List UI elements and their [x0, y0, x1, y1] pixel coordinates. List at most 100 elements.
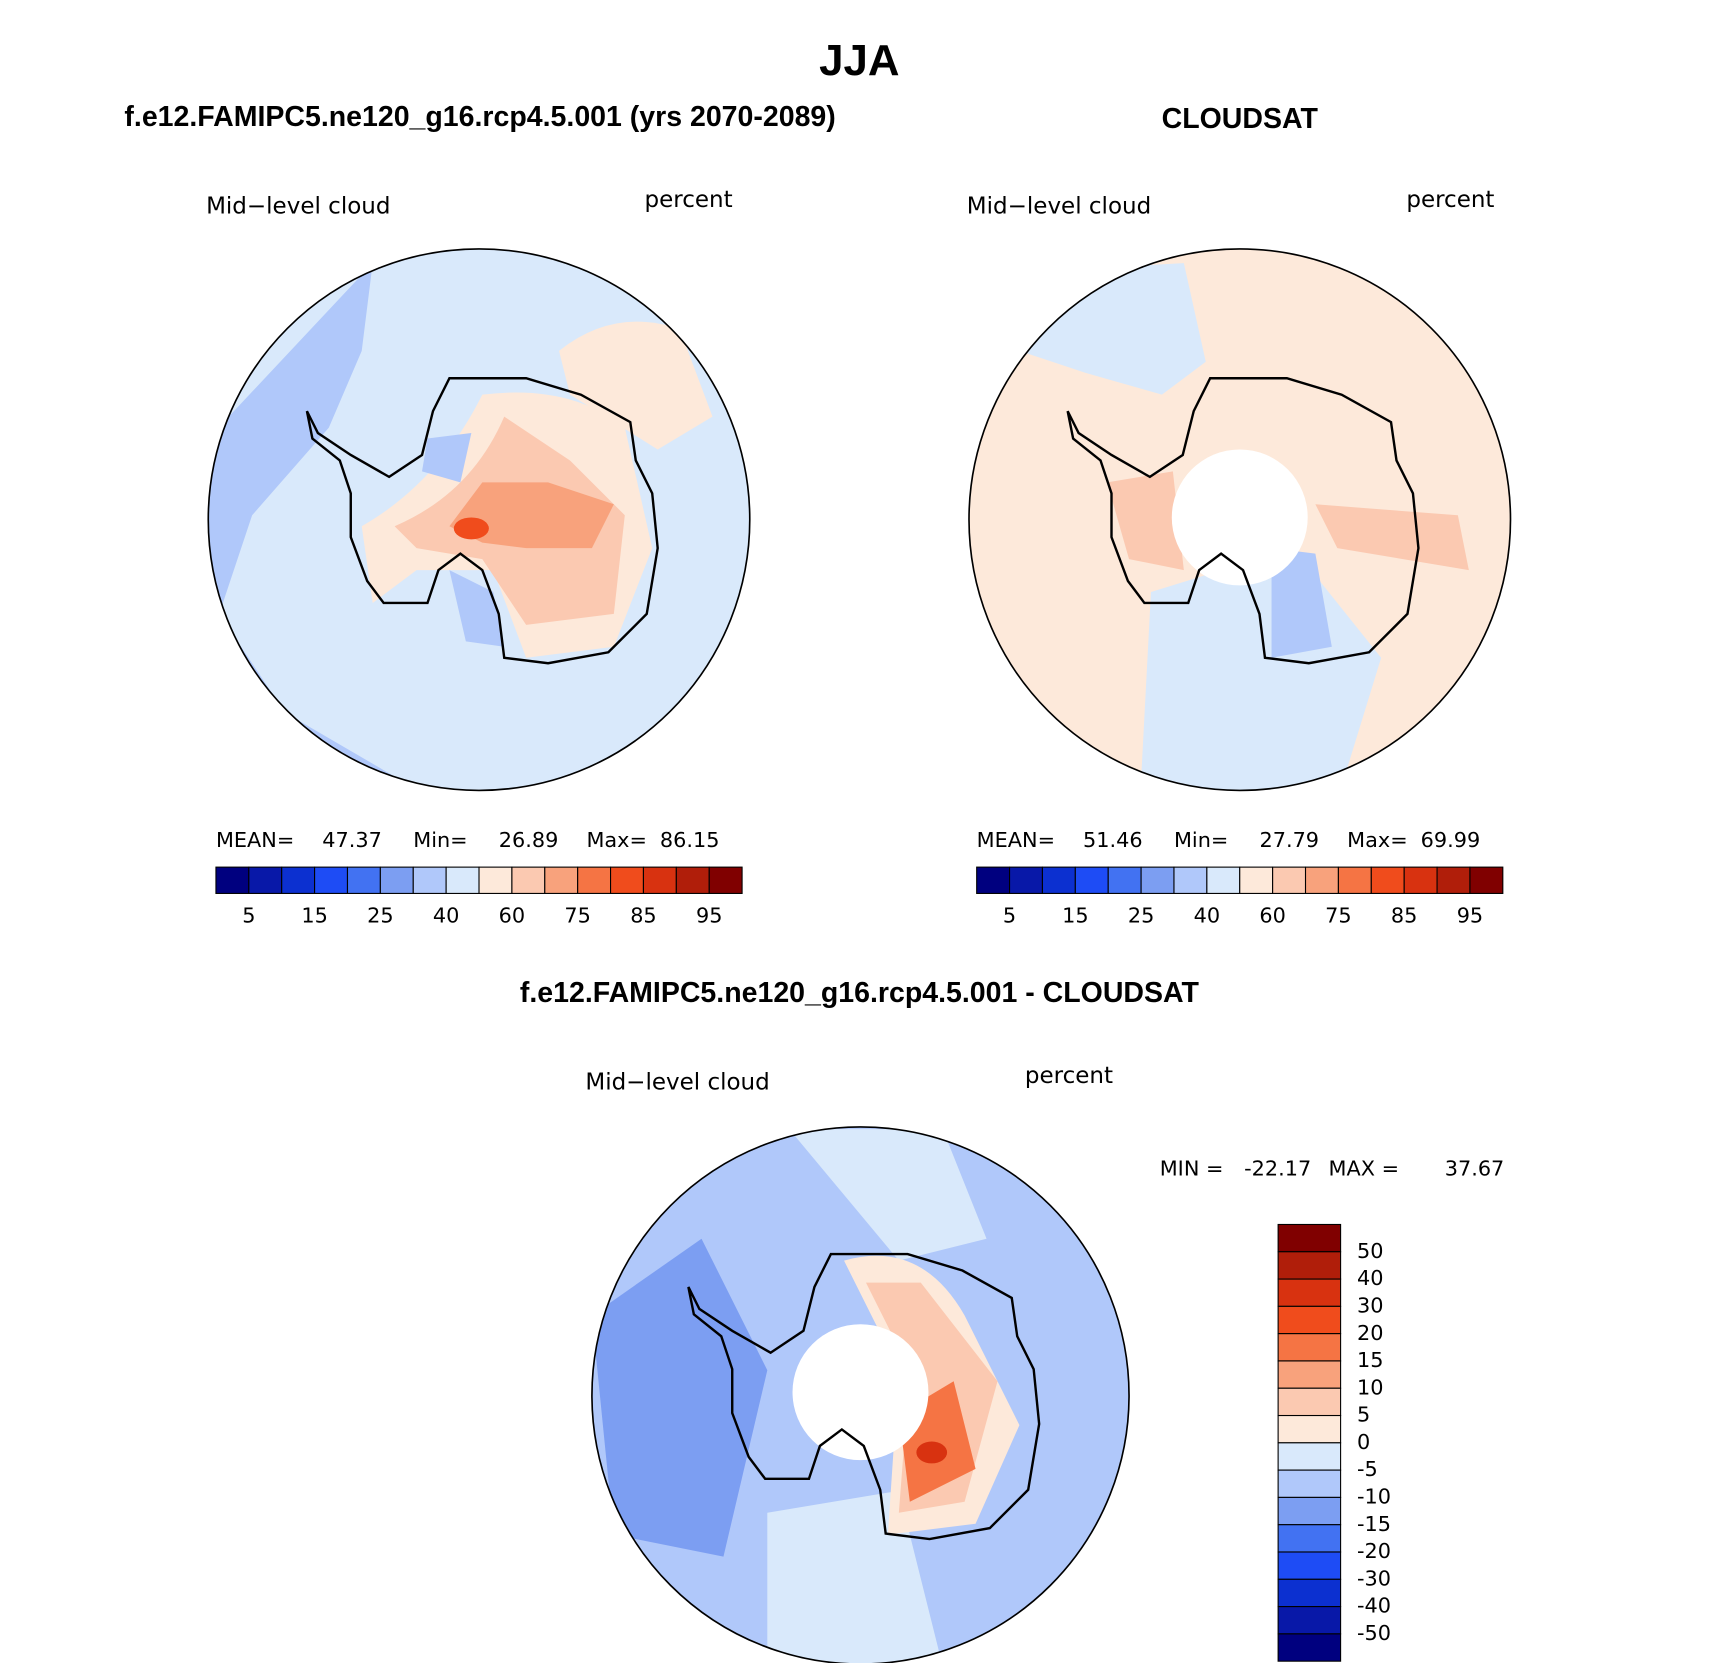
colorbar-label: 15	[1357, 1348, 1383, 1372]
colorbar-label: 40	[1194, 903, 1220, 927]
colorbar-box	[1206, 866, 1241, 894]
stat: 51.46	[1083, 828, 1143, 852]
colorbar-label: 30	[1357, 1293, 1383, 1317]
colorbar-label: 40	[433, 903, 459, 927]
stat: Max=	[1347, 828, 1407, 852]
colorbar-label: 95	[696, 903, 722, 927]
colorbar-box	[1370, 866, 1405, 894]
colorbar-box	[445, 866, 480, 894]
colorbar-box	[1403, 866, 1438, 894]
colorbar-label: -40	[1357, 1594, 1391, 1618]
panel-title: CLOUDSAT	[1162, 103, 1319, 135]
map-1	[208, 248, 750, 791]
map-frame	[968, 248, 1512, 792]
colorbar-box	[976, 866, 1011, 894]
colorbar-box	[1277, 1333, 1342, 1362]
colorbar-box	[1277, 1360, 1342, 1389]
colorbar-label: 5	[242, 903, 255, 927]
stat: MEAN=	[216, 828, 294, 852]
colorbar-label: 5	[1357, 1403, 1370, 1427]
colorbar-box	[1173, 866, 1208, 894]
stat: 69.99	[1421, 828, 1481, 852]
units-label: percent	[1025, 1063, 1113, 1089]
colorbar-box	[1304, 866, 1339, 894]
colorbar-box	[1436, 866, 1471, 894]
colorbar-box	[1277, 1633, 1342, 1662]
colorbar-box	[1277, 1469, 1342, 1498]
variable-label: Mid−level cloud	[967, 194, 1151, 220]
colorbar-box	[248, 866, 283, 894]
colorbar-label: 20	[1357, 1321, 1383, 1345]
stat: MEAN=	[977, 828, 1055, 852]
colorbar-box	[314, 866, 349, 894]
colorbar-box	[215, 866, 250, 894]
colorbar-box	[1277, 1305, 1342, 1335]
colorbar-box	[1277, 1278, 1342, 1307]
colorbar-box	[675, 866, 710, 894]
colorbar-label: 0	[1357, 1430, 1370, 1454]
variable-label: Mid−level cloud	[585, 1070, 769, 1096]
stat: 47.37	[322, 828, 382, 852]
colorbar-box	[1041, 866, 1076, 894]
variable-label: Mid−level cloud	[206, 194, 390, 220]
colorbar-box	[1277, 1414, 1342, 1444]
colorbar-box	[577, 866, 612, 894]
colorbar-label: -5	[1357, 1457, 1378, 1481]
colorbar-box	[1009, 866, 1043, 894]
colorbar-box	[708, 866, 743, 894]
colorbar-label: 60	[499, 903, 525, 927]
colorbar-box	[610, 866, 644, 894]
colorbar-box	[1337, 866, 1372, 894]
colorbar-box	[544, 866, 579, 894]
stat: 27.79	[1259, 828, 1319, 852]
colorbar-label: 40	[1357, 1266, 1383, 1290]
colorbar-box	[1277, 1442, 1342, 1471]
colorbar-box	[642, 866, 677, 894]
colorbar-label: 50	[1357, 1239, 1383, 1263]
stat: 86.15	[660, 828, 720, 852]
colorbar-label: 25	[367, 903, 393, 927]
colorbar-label: 75	[1325, 903, 1351, 927]
stat: 26.89	[499, 828, 559, 852]
units-label: percent	[645, 187, 733, 213]
colorbar-box	[346, 866, 381, 894]
colorbar-label: 10	[1357, 1375, 1383, 1399]
colorbar-box	[1107, 866, 1142, 894]
colorbar-label: 25	[1128, 903, 1154, 927]
colorbar-label: 85	[1391, 903, 1417, 927]
colorbar-label: -10	[1357, 1485, 1391, 1509]
colorbar-box	[1140, 866, 1175, 894]
colorbar-box	[1277, 1606, 1342, 1635]
stat: Min=	[1174, 828, 1228, 852]
colorbar-label: 75	[564, 903, 590, 927]
colorbar-box	[1277, 1387, 1342, 1417]
colorbar-box	[281, 866, 316, 894]
colorbar-box	[1277, 1496, 1342, 1526]
colorbar-label: -30	[1357, 1566, 1391, 1590]
colorbar-box	[1272, 866, 1307, 894]
panel-title: f.e12.FAMIPC5.ne120_g16.rcp4.5.001 (yrs …	[124, 101, 835, 133]
colorbar-box	[1277, 1251, 1342, 1280]
colorbar-box	[1277, 1223, 1342, 1253]
panel-title: f.e12.FAMIPC5.ne120_g16.rcp4.5.001 - CLO…	[520, 977, 1200, 1009]
colorbar-box	[1277, 1578, 1342, 1608]
colorbar-label: 85	[630, 903, 656, 927]
colorbar-box	[412, 866, 447, 894]
colorbar-label: 60	[1259, 903, 1285, 927]
colorbar-label: -20	[1357, 1539, 1391, 1563]
map-frame	[591, 1126, 1130, 1663]
colorbar-label: -15	[1357, 1512, 1391, 1536]
map-2	[969, 248, 1511, 791]
colorbar-box	[1469, 866, 1504, 894]
colorbar-box	[1277, 1524, 1342, 1553]
stat: -22.17	[1244, 1157, 1311, 1181]
colorbar-box	[379, 866, 414, 894]
colorbar-label: 15	[1062, 903, 1088, 927]
colorbar-label: 15	[301, 903, 327, 927]
colorbar-box	[1277, 1551, 1342, 1580]
map-3	[591, 1126, 1130, 1663]
colorbar-label: -50	[1357, 1621, 1391, 1645]
units-label: percent	[1406, 187, 1494, 213]
stat: MAX =	[1329, 1157, 1400, 1181]
map-frame	[207, 248, 751, 792]
